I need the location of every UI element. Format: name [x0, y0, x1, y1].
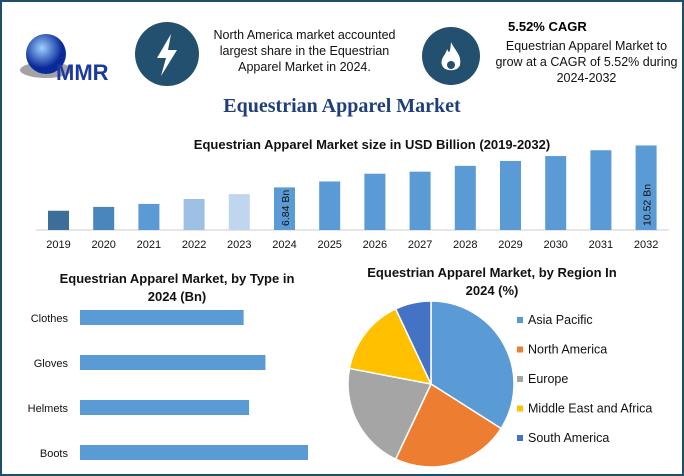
x-tick-label: 2019: [46, 239, 70, 251]
legend-label: North America: [528, 343, 607, 357]
bar: [500, 160, 521, 230]
lightning-icon: [135, 22, 199, 86]
pie-slice: [394, 300, 432, 385]
market-size-chart: 2019 2020 2021 2022 2023 2024 6.84 Bn 2025 2026 2…: [36, 145, 669, 251]
chart-title: Equestrian Apparel Market size in USD Bi…: [193, 137, 551, 152]
bar: [274, 187, 295, 230]
x-tick-label: 2020: [91, 239, 115, 251]
x-tick-label: 2025: [317, 239, 341, 251]
bar: [545, 156, 567, 230]
bar: [319, 181, 341, 230]
x-tick-label: 2024: [272, 239, 296, 251]
x-tick-label: 2032: [634, 239, 658, 251]
legend-swatch: [517, 405, 523, 412]
bar: [590, 150, 612, 230]
category-label: Clothes: [31, 313, 69, 325]
bar: [228, 194, 250, 230]
legend-label: South America: [528, 431, 609, 445]
bar: [454, 165, 476, 230]
bar: [80, 355, 266, 370]
x-tick-label: 2021: [137, 239, 161, 251]
bar: [93, 206, 115, 230]
legend-swatch: [517, 317, 523, 323]
legend-swatch: [517, 376, 523, 382]
mmr-logo: MMR: [20, 34, 109, 85]
region-chart: Asia Pacific North America Europe Middle Ea…: [347, 300, 652, 468]
legend-label: Asia Pacific: [528, 313, 593, 327]
type-chart: Clothes Gloves Helmets Boots: [28, 310, 308, 460]
bar: [138, 203, 160, 230]
x-tick-label: 2028: [453, 239, 477, 251]
type-chart-title: Equestrian Apparel Market, by Type in 20…: [59, 271, 295, 304]
legend-swatch: [517, 435, 523, 441]
x-tick-label: 2023: [227, 239, 251, 251]
category-label: Gloves: [34, 358, 69, 370]
x-tick-label: 2030: [543, 239, 567, 251]
legend-label: Middle East and Africa: [528, 402, 652, 416]
bar: [364, 173, 386, 230]
flame-icon: [422, 27, 480, 85]
pie-slice: [347, 367, 433, 461]
bar: [80, 310, 244, 325]
region-chart-title: Equestrian Apparel Market, by Region In …: [367, 265, 617, 298]
data-label: 10.52 Bn: [642, 184, 654, 226]
bar: [635, 145, 657, 230]
category-label: Helmets: [28, 403, 69, 415]
highlight-text: North America market accounted largest s…: [213, 28, 396, 74]
x-tick-label: 2027: [408, 239, 432, 251]
x-tick-label: 2029: [498, 239, 522, 251]
x-tick-label: 2031: [589, 239, 613, 251]
pie-slice: [348, 307, 433, 386]
legend-label: Europe: [528, 372, 568, 386]
bar: [48, 210, 69, 230]
legend-swatch: [517, 346, 523, 353]
bar: [409, 171, 431, 230]
bar: [80, 400, 250, 415]
bar: [80, 445, 308, 460]
data-label: 6.84 Bn: [280, 190, 292, 226]
cagr-text: Equestrian Apparel Market to grow at a C…: [495, 39, 678, 85]
svg-text:MMR: MMR: [56, 60, 109, 85]
bar: [183, 199, 205, 230]
page-title: Equestrian Apparel Market: [223, 95, 461, 117]
category-label: Boots: [40, 448, 69, 460]
x-tick-label: 2022: [182, 239, 206, 251]
x-tick-label: 2026: [363, 239, 387, 251]
cagr-heading: 5.52% CAGR: [508, 19, 587, 34]
